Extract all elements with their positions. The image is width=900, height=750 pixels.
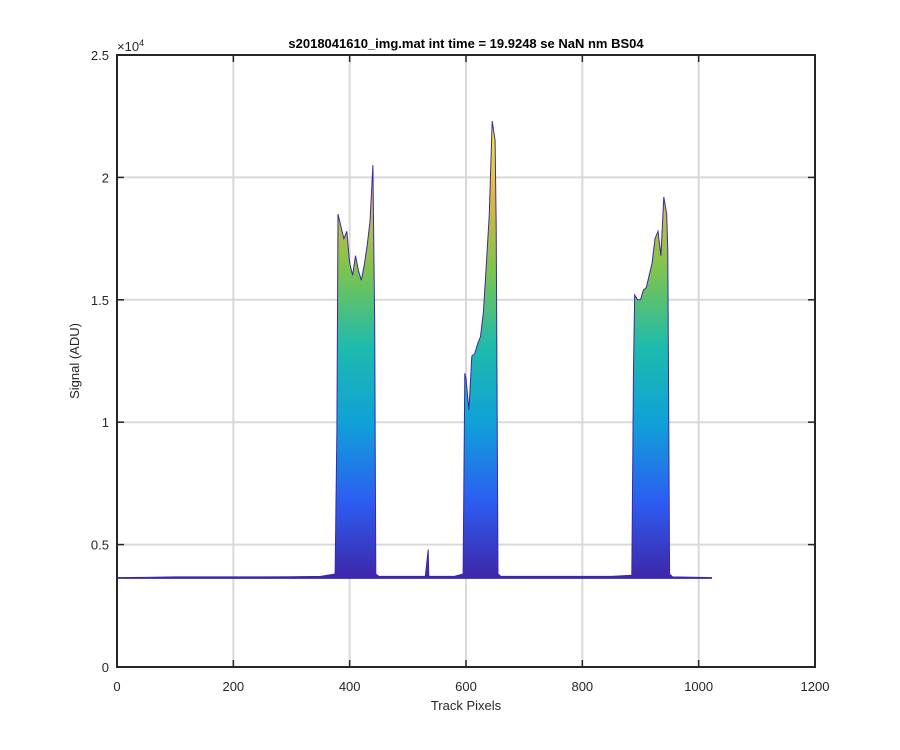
y-tick-label: 2 [102, 170, 109, 185]
data-series [116, 121, 713, 579]
y-axis-exponent: ×104 [117, 38, 144, 54]
x-tick-label: 1200 [801, 679, 830, 694]
tick-labels: 0 200 400 600 800 1000 1200 0 0.5 1 1.5 2 2.5 [91, 48, 830, 694]
x-tick-label: 600 [455, 679, 477, 694]
y-tick-label: 0.5 [91, 538, 109, 553]
y-exponent-base: ×10 [117, 39, 139, 54]
x-tick-label: 800 [571, 679, 593, 694]
y-tick-label: 0 [102, 660, 109, 675]
x-axis-label: Track Pixels [431, 698, 502, 713]
x-tick-label: 1000 [684, 679, 713, 694]
axis-ticks [116, 54, 816, 668]
signal-line [116, 121, 713, 579]
y-exponent-power: 4 [139, 38, 144, 48]
y-tick-label: 1.5 [91, 293, 109, 308]
signal-area [117, 121, 712, 579]
y-tick-label: 1 [102, 415, 109, 430]
y-axis-label: Signal (ADU) [67, 323, 82, 399]
x-tick-label: 0 [113, 679, 120, 694]
x-tick-label: 200 [222, 679, 244, 694]
x-tick-label: 400 [339, 679, 361, 694]
y-tick-label: 2.5 [91, 48, 109, 63]
chart-title: s2018041610_img.mat int time = 19.9248 s… [288, 36, 644, 51]
